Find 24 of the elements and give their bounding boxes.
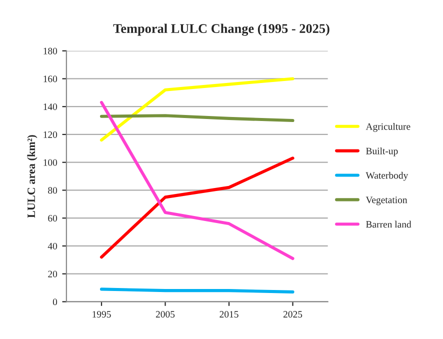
legend-label: Agriculture — [366, 122, 410, 132]
line-series — [100, 156, 294, 259]
y-tick-label: 140 — [44, 104, 58, 110]
y-tick-label: 160 — [44, 76, 58, 82]
y-tick-label: 60 — [48, 215, 58, 222]
chart-title: Temporal LULC Change (1995 - 2025) — [113, 24, 330, 36]
legend-label: Waterbody — [366, 172, 408, 181]
legend-label: Built-up — [366, 147, 398, 156]
y-tick-label: 40 — [48, 242, 58, 250]
y-tick-label: 0 — [52, 298, 58, 306]
x-tick-label: 2005 — [156, 311, 175, 318]
line-series — [100, 100, 294, 260]
y-tick-label: 100 — [44, 159, 58, 166]
y-tick-label: 80 — [48, 187, 58, 194]
line-series — [100, 77, 294, 142]
y-tick-label: 20 — [48, 270, 58, 278]
x-tick-label: 2015 — [220, 311, 238, 318]
x-tick-label: 2025 — [283, 311, 302, 318]
y-axis-title: LULC area (km²) — [27, 135, 38, 218]
y-tick-label: 180 — [44, 48, 58, 54]
y-tick-label: 120 — [44, 131, 58, 138]
x-tick-label: 1995 — [92, 311, 111, 318]
legend-label: Barren land — [366, 220, 412, 228]
legend-label: Vegetation — [366, 196, 408, 206]
